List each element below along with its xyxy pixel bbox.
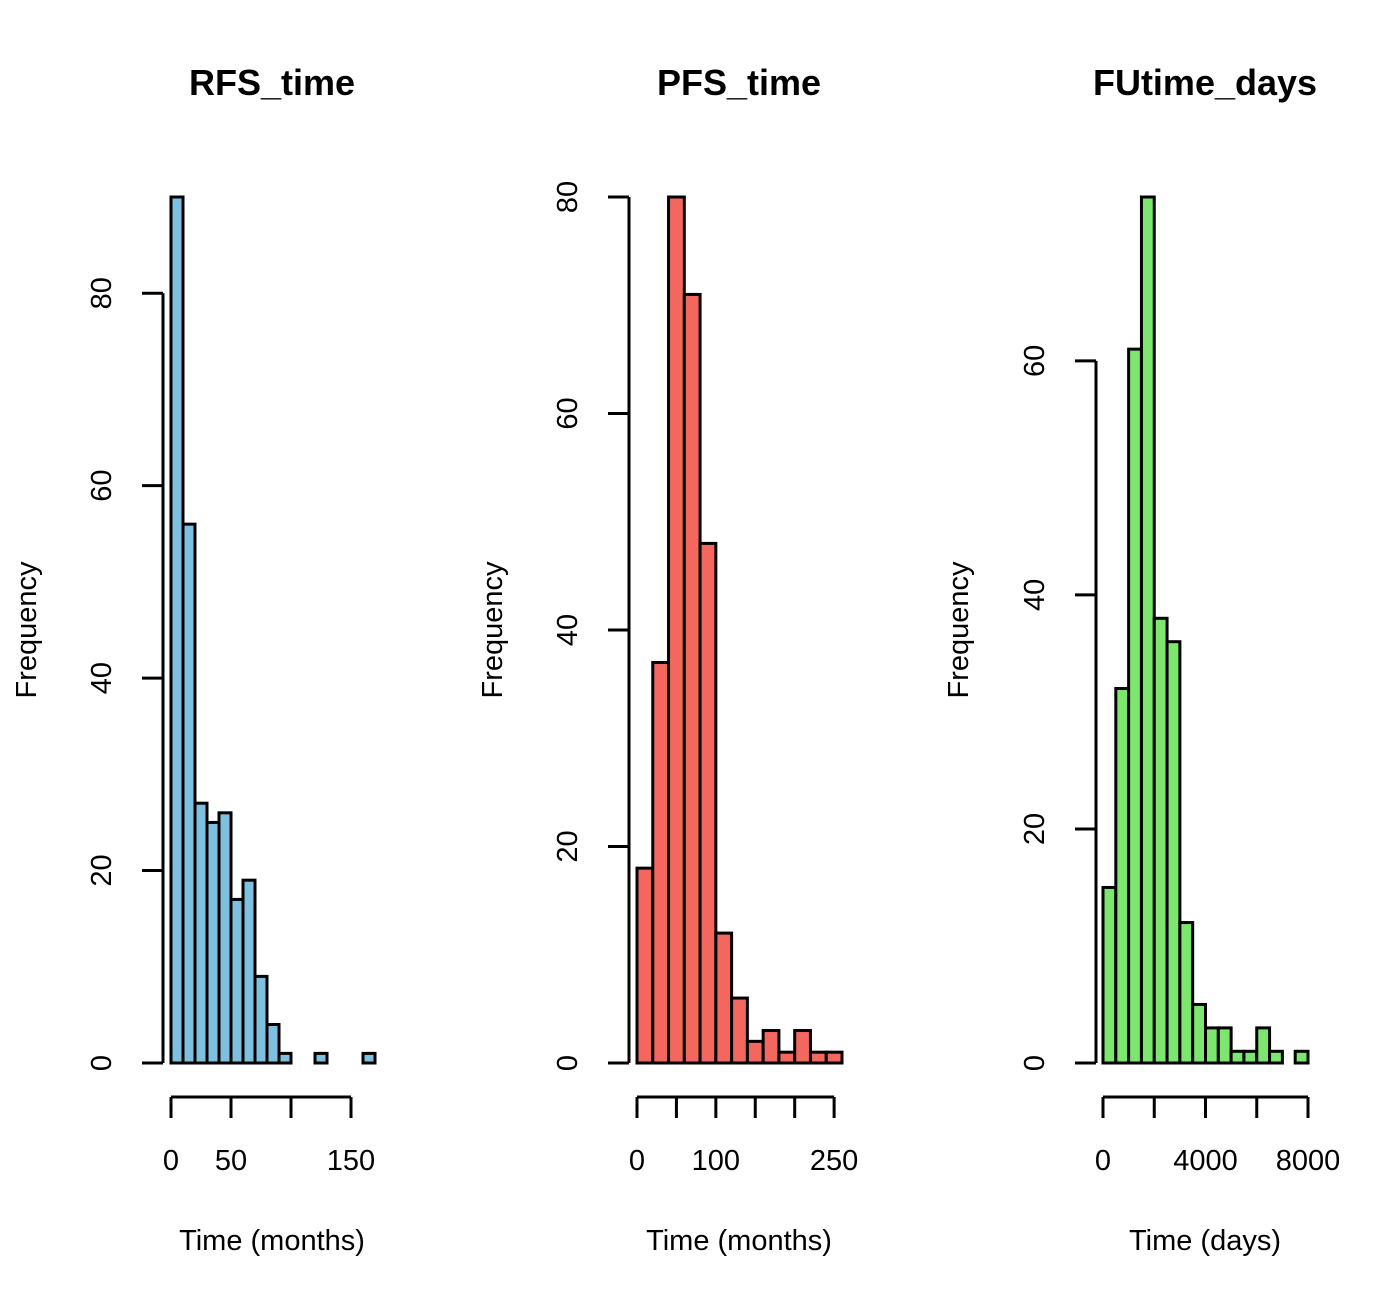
y-tick-label: 40 (1019, 579, 1051, 611)
histogram-bar (1101, 885, 1118, 1065)
x-tick-label: 0 (1095, 1145, 1111, 1177)
x-axis-label: Time (months) (179, 1225, 365, 1257)
y-tick-label: 0 (86, 1055, 118, 1071)
y-tick-label: 60 (552, 397, 584, 429)
histogram-bar (1152, 616, 1169, 1065)
panel-futime-days: FUtime_days Time (days) Frequency 0 20 40 6… (943, 62, 1340, 1257)
x-axis: 0 4000 8000 (1095, 1095, 1341, 1177)
y-axis-label: Frequency (943, 561, 975, 699)
y-tick-label: 40 (86, 662, 118, 694)
y-tick-label: 0 (1019, 1055, 1051, 1071)
y-tick-label: 80 (86, 277, 118, 309)
histogram-bar (193, 801, 209, 1065)
x-tick-label: 8000 (1276, 1145, 1341, 1177)
chart-title: RFS_time (189, 62, 355, 103)
y-axis-label: Frequency (477, 561, 509, 699)
histogram-bar (181, 522, 197, 1065)
panel-pfs-time: PFS_time Time (months) Frequency 0 20 40 60… (477, 62, 858, 1257)
bars (169, 195, 377, 1065)
x-tick-label: 100 (692, 1145, 740, 1177)
x-axis-label: Time (days) (1129, 1225, 1281, 1257)
x-tick-label: 250 (810, 1145, 858, 1177)
histogram-bar (1242, 1049, 1259, 1065)
histogram-bar (361, 1051, 377, 1065)
histogram-bar (651, 660, 671, 1065)
histogram-bar (793, 1029, 812, 1065)
y-tick-label: 80 (552, 181, 584, 213)
histogram-bar (169, 195, 185, 1065)
x-tick-label: 50 (215, 1145, 247, 1177)
histogram-bar (808, 1050, 828, 1065)
histogram-bar (205, 820, 221, 1065)
x-tick-label: 150 (327, 1145, 375, 1177)
y-tick-label: 40 (552, 614, 584, 646)
x-tick-label: 0 (629, 1145, 645, 1177)
y-axis-label: Frequency (11, 561, 43, 699)
histogram-bar (824, 1050, 844, 1065)
histogram-bar (1204, 1026, 1220, 1065)
histogram-bar (730, 996, 749, 1065)
histogram-bar (1293, 1049, 1310, 1065)
y-tick-label: 20 (86, 854, 118, 886)
histogram-bar (1229, 1049, 1246, 1065)
y-tick-label: 60 (86, 470, 118, 502)
panel-rfs-time: RFS_time Time (months) Frequency 0 20 40 60… (11, 62, 377, 1257)
histogram-bar (1139, 195, 1156, 1065)
chart-title: FUtime_days (1093, 62, 1317, 103)
histogram-bar (667, 195, 686, 1065)
histogram-bar (241, 878, 257, 1065)
y-tick-label: 60 (1019, 345, 1051, 377)
histogram-bar (1268, 1049, 1284, 1065)
histogram-bar (761, 1029, 781, 1065)
histogram-bar (698, 541, 718, 1065)
histogram-bar (682, 292, 702, 1065)
histogram-bar (229, 897, 245, 1065)
y-tick-label: 0 (552, 1055, 584, 1071)
y-axis: 0 20 40 60 80 (86, 277, 165, 1071)
x-tick-label: 0 (163, 1145, 179, 1177)
histogram-bar (1216, 1026, 1233, 1065)
y-axis: 0 20 40 60 (1019, 345, 1098, 1071)
histogram-bar (277, 1051, 293, 1065)
histogram-bar (1165, 640, 1182, 1065)
histogram-bar (635, 866, 655, 1065)
histogram-bar (745, 1039, 765, 1065)
x-axis: 0 50 150 (163, 1095, 375, 1177)
x-tick-label: 4000 (1173, 1145, 1238, 1177)
histogram-bar (714, 931, 734, 1065)
bars (635, 195, 844, 1065)
histogram-bar (1191, 1002, 1207, 1065)
histogram-bar (1114, 687, 1131, 1065)
histogram-bar (253, 974, 269, 1065)
histogram-bar (265, 1023, 281, 1065)
x-axis: 0 100 250 (629, 1095, 858, 1177)
y-tick-label: 20 (552, 830, 584, 862)
histogram-bar (777, 1050, 797, 1065)
chart-title: PFS_time (657, 62, 821, 103)
y-tick-label: 20 (1019, 813, 1051, 845)
histogram-bar (1178, 921, 1195, 1065)
histogram-bar (217, 811, 233, 1065)
y-axis: 0 20 40 60 80 (552, 181, 631, 1071)
bars (1101, 195, 1310, 1065)
histogram-bar (1127, 347, 1143, 1065)
histogram-bar (1255, 1026, 1272, 1065)
histogram-bar (313, 1051, 329, 1065)
x-axis-label: Time (months) (646, 1225, 832, 1257)
